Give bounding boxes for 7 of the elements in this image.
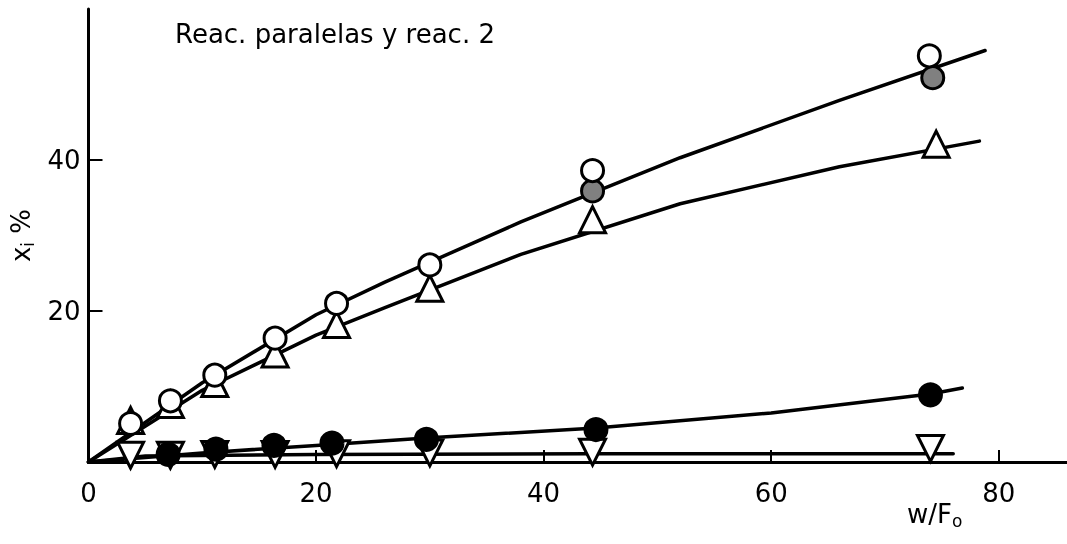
y-axis-title: xi % [6,208,38,263]
x-tick-label: 60 [754,478,788,508]
chart-title: Reac. paralelas y reac. 2 [175,19,495,49]
x-tick-label: 40 [527,478,561,508]
x-tick-label: 80 [982,478,1016,508]
x-tick-label: 20 [299,478,333,508]
x-tick-label: 0 [80,478,97,508]
